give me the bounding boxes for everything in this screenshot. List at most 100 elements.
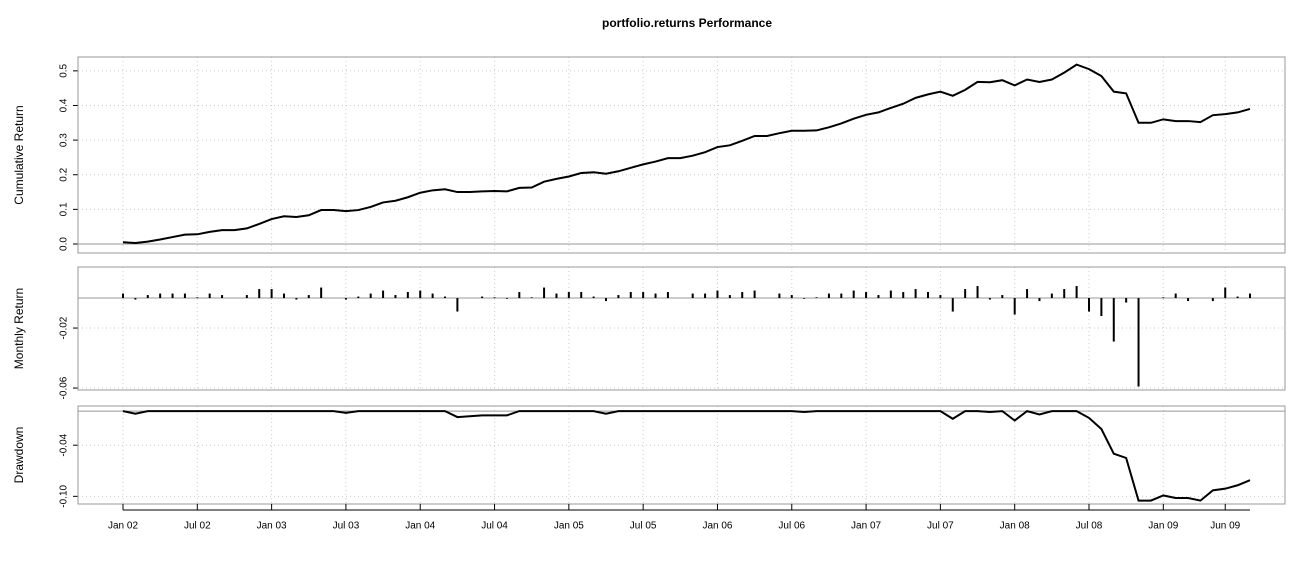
bar [1125,298,1128,303]
bar [629,292,632,299]
bar [344,298,347,300]
x-tick-label: Jan 08 [1000,521,1030,532]
panel-frame [77,56,1286,254]
bar [1013,298,1016,315]
y-tick-label: -0.02 [59,316,70,339]
bar [580,292,583,299]
x-tick-label: Jul 05 [630,521,657,532]
bar [1236,296,1239,299]
bar [493,297,496,299]
y-tick-label: -0.06 [59,376,70,399]
bar [270,289,273,299]
bar [134,298,137,300]
y-tick-label: 0.1 [59,202,70,216]
line [122,410,1251,502]
bar [159,293,162,299]
y-tick-label: 0.4 [59,98,70,112]
bar [951,298,954,312]
x-tick-label: Jul 08 [1076,521,1103,532]
y-tick-label: 0.2 [59,167,70,181]
bar [815,297,818,299]
bar [357,296,360,299]
bar [852,290,855,299]
bar [555,293,558,299]
bar [444,296,446,299]
y-tick-label: -0.04 [59,433,70,456]
bar [728,295,731,299]
y-tick-label: -0.10 [59,484,70,507]
x-tick-label: Jul 07 [927,521,954,532]
x-tick-label: Jun 09 [1210,521,1240,532]
bar [245,295,248,299]
bar [530,297,533,299]
bar [394,295,397,299]
bar [320,287,323,299]
panel-frame [77,405,1286,505]
bar [617,295,620,299]
bar [716,290,719,299]
x-tick-label: Jul 02 [184,521,211,532]
bar [741,292,744,299]
bar [183,293,186,299]
y-tick-label: 0.5 [59,63,70,77]
bar [753,290,756,299]
bar [691,293,694,299]
bar [1174,293,1177,299]
chart-title: portfolio.returns Performance [602,16,772,30]
y-tick-label: 0.3 [59,133,70,147]
bar [1162,297,1165,299]
bar [518,292,521,299]
x-tick-label: Jul 06 [778,521,805,532]
bar [592,296,595,299]
bar [902,292,905,299]
bar [208,293,211,299]
bar [803,298,806,299]
bar [369,293,372,299]
bar [567,292,570,299]
bar [307,295,310,299]
bar [419,290,422,299]
bar [827,293,830,299]
bar [146,295,149,299]
bar [221,295,224,299]
bar [196,297,199,299]
bar [976,286,979,299]
bar [964,289,967,299]
y-tick-label: 0.0 [59,237,70,251]
bar [1100,298,1103,317]
bar [505,298,508,299]
bar [1038,298,1041,302]
x-tick-label: Jan 06 [702,521,732,532]
bar [283,293,285,299]
bar [1211,298,1214,302]
bar [1075,286,1078,299]
bar [877,295,880,299]
bar [666,292,669,299]
bar [1026,289,1029,299]
bar [382,290,385,299]
bar [1063,289,1066,299]
bar [642,292,645,299]
y-axis-label: Monthly Return [12,288,26,369]
line [122,63,1251,244]
bar [605,298,607,302]
bar [927,292,929,299]
bar [258,289,261,299]
bar [406,292,409,299]
bar [988,298,991,300]
bar [1112,298,1115,342]
bar [790,295,793,299]
panel-frame [77,266,1286,391]
bar [122,293,124,299]
y-axis-label: Drawdown [12,427,26,484]
bar [1249,293,1251,299]
x-tick-label: Jan 07 [851,521,881,532]
bar [543,287,546,299]
x-tick-label: Jul 03 [333,521,360,532]
bar [889,290,892,299]
bar [295,298,298,300]
bar [1050,293,1053,299]
bar [914,289,917,299]
bar [704,293,707,299]
